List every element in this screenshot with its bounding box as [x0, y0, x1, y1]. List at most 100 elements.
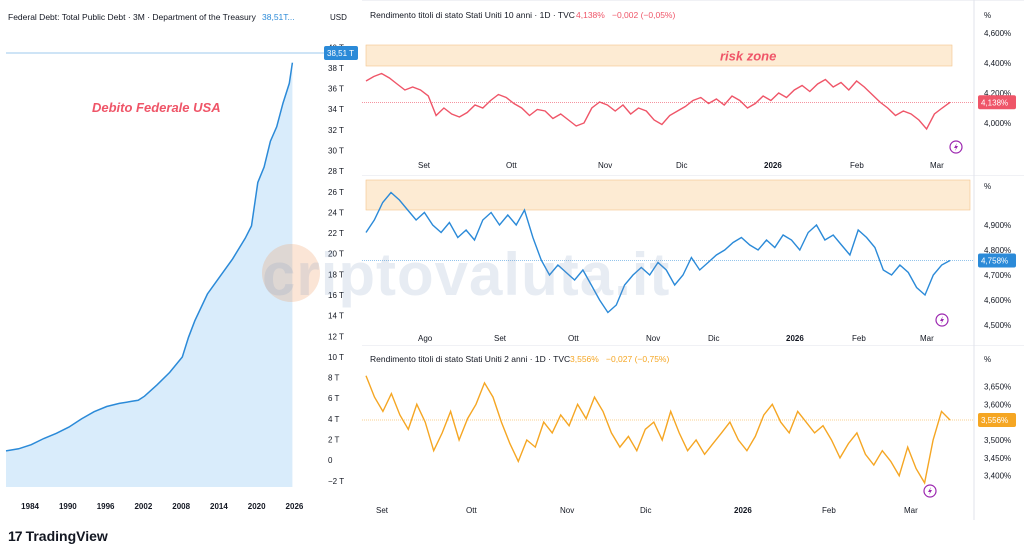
y-tick-label: 4,000%: [984, 119, 1011, 128]
x-tick-label: 2026: [286, 502, 304, 511]
series-last-value: 4,138%: [576, 10, 605, 20]
lightning-bolt-glyph: [928, 487, 932, 495]
x-tick-label: Dic: [640, 506, 652, 515]
y-tick-label: 6 T: [328, 394, 340, 403]
x-tick-label: Ott: [568, 334, 579, 343]
series-line: [365, 72, 951, 131]
y-tick-label: 4,900%: [984, 221, 1011, 230]
y-tick-label: 34 T: [328, 105, 344, 114]
x-tick-label: 2026: [764, 161, 782, 170]
x-tick-label: Nov: [646, 334, 660, 343]
y-tick-label: 3,500%: [984, 436, 1011, 445]
x-tick-label: Ott: [466, 506, 477, 515]
lightning-icon[interactable]: [949, 140, 963, 154]
y-tick-label: 3,400%: [984, 472, 1011, 481]
y-tick-label: 8 T: [328, 374, 340, 383]
y-tick-label: 4,500%: [984, 321, 1011, 330]
x-tick-label: Nov: [598, 161, 612, 170]
federal-debt-chart[interactable]: Federal Debt: Total Public Debt · 3M · D…: [0, 0, 358, 520]
tradingview-logo-icon: 17: [8, 528, 23, 544]
y-tick-label: 3,600%: [984, 400, 1011, 409]
y-tick-label: 2 T: [328, 436, 340, 445]
us30y-chart[interactable]: United States 30 Year Government Bonds Y…: [362, 175, 1024, 345]
x-tick-label: Feb: [852, 334, 866, 343]
y-tick-label: 20 T: [328, 250, 344, 259]
x-tick-label: Mar: [920, 334, 934, 343]
federal-debt-value-label: 38,51T...: [262, 12, 295, 22]
risk-zone-label: risk zone: [720, 49, 776, 64]
last-value-badge-text: 4,758%: [981, 257, 1008, 266]
y-tick-label: 38 T: [328, 64, 344, 73]
y-tick-label: 16 T: [328, 291, 344, 300]
y-tick-label: 18 T: [328, 270, 344, 279]
x-tick-label: Set: [418, 161, 431, 170]
y-tick-label: 4,700%: [984, 271, 1011, 280]
debt-y-axis: 40 T38 T36 T34 T32 T30 T28 T26 T24 T22 T…: [328, 43, 344, 485]
percent-unit-label: %: [984, 11, 991, 20]
x-tick-label: Feb: [850, 161, 864, 170]
watermark-coin-icon: [262, 244, 320, 302]
us02y-chart[interactable]: Rendimento titoli di stato Stati Uniti 2…: [362, 345, 1024, 520]
y-tick-label: 0: [328, 456, 333, 465]
lightning-icon[interactable]: [935, 313, 949, 327]
y-tick-label: 32 T: [328, 126, 344, 135]
x-tick-label: Ago: [418, 334, 433, 343]
x-tick-label: 2002: [134, 502, 152, 511]
risk-zone-band: [365, 179, 971, 211]
y-tick-label: 30 T: [328, 147, 344, 156]
watermark-text: criptovaluta.it: [262, 241, 671, 308]
y-tick-label: 4 T: [328, 415, 340, 424]
y-tick-label: 12 T: [328, 332, 344, 341]
y-tick-label: 3,450%: [984, 454, 1011, 463]
x-tick-label: Feb: [822, 506, 836, 515]
x-tick-label: 2014: [210, 502, 228, 511]
series-line: [365, 375, 951, 485]
series-change: −0,027 (−0,75%): [606, 354, 669, 364]
last-value-badge: [978, 253, 1016, 268]
x-tick-label: 1984: [21, 502, 39, 511]
series-line: [365, 191, 951, 314]
x-tick-label: 2026: [734, 506, 752, 515]
y-tick-label: 36 T: [328, 85, 344, 94]
series-last-value: 3,556%: [570, 354, 599, 364]
y-tick-label: 4,600%: [984, 296, 1011, 305]
debt-x-axis: 1984 1990 1996 2002 2008 2014 2020 2026: [21, 502, 304, 511]
debt-current-badge: [324, 46, 358, 60]
series-title: Rendimento titoli di stato Stati Uniti 2…: [370, 354, 570, 364]
tradingview-name: TradingView: [25, 528, 108, 544]
debt-series-line: [5, 62, 294, 452]
x-tick-label: Mar: [904, 506, 918, 515]
x-tick-label: 2026: [786, 334, 804, 343]
federal-debt-title: Federal Debt: Total Public Debt · 3M · D…: [8, 12, 257, 22]
x-tick-label: 1996: [97, 502, 115, 511]
x-tick-label: Ott: [506, 161, 517, 170]
x-tick-label: 1990: [59, 502, 77, 511]
series-title: Rendimento titoli di stato Stati Uniti 1…: [370, 10, 575, 20]
series-change: −0,002 (−0,05%): [612, 10, 675, 20]
x-tick-label: Dic: [708, 334, 720, 343]
last-value-badge: [978, 413, 1016, 427]
y-tick-label: 28 T: [328, 167, 344, 176]
x-tick-label: Nov: [560, 506, 574, 515]
debito-federale-annotation: Debito Federale USA: [92, 100, 221, 115]
y-tick-label: 4,200%: [984, 89, 1011, 98]
x-tick-label: Mar: [930, 161, 944, 170]
lightning-icon[interactable]: [923, 484, 937, 498]
lightning-bolt-glyph: [954, 143, 958, 151]
y-tick-label: −2 T: [328, 477, 344, 486]
percent-unit-label: %: [984, 355, 991, 364]
usd-unit-label: USD: [330, 13, 347, 22]
y-tick-label: 14 T: [328, 312, 344, 321]
last-value-badge-text: 3,556%: [981, 416, 1008, 425]
us10y-chart[interactable]: Rendimento titoli di stato Stati Uniti 1…: [362, 0, 1024, 175]
x-tick-label: 2008: [172, 502, 190, 511]
y-tick-label: 24 T: [328, 208, 344, 217]
x-tick-label: 2020: [248, 502, 266, 511]
y-tick-label: 4,400%: [984, 59, 1011, 68]
y-tick-label: 10 T: [328, 353, 344, 362]
debt-area-fill: [6, 62, 293, 487]
last-value-badge: [978, 95, 1016, 110]
x-tick-label: Set: [494, 334, 507, 343]
x-tick-label: Set: [376, 506, 389, 515]
y-tick-label: 4,800%: [984, 246, 1011, 255]
